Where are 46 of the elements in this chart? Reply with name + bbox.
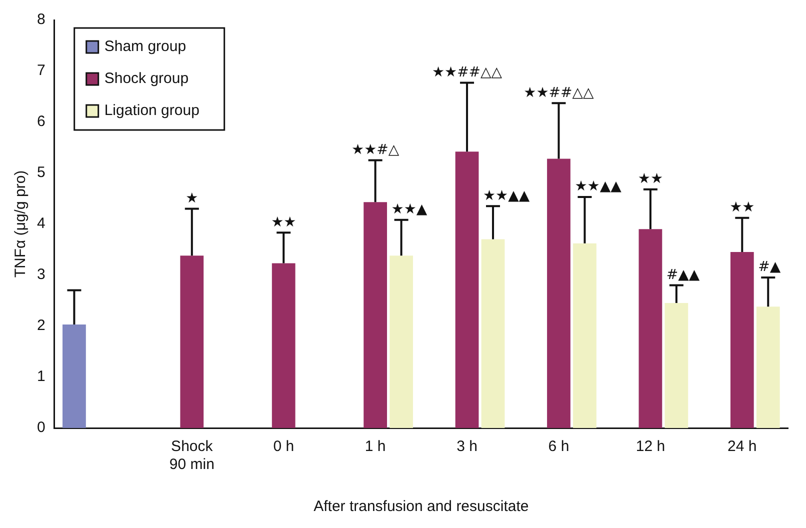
bar [481, 239, 505, 428]
x-tick-label: 24 h [728, 438, 757, 456]
legend-label: Shock group [104, 70, 189, 88]
annotation: ★★▲ [391, 202, 428, 218]
bar [638, 229, 662, 428]
x-tick-label: 12 h [636, 438, 666, 456]
y-tick-label: 5 [37, 164, 46, 182]
bar [364, 202, 388, 428]
y-tick-label: 8 [37, 11, 46, 28]
y-tick-label: 7 [37, 62, 46, 80]
bar [756, 306, 780, 428]
y-tick-label: 6 [37, 113, 46, 130]
annotation: ★★ [638, 170, 663, 187]
x-tick-label: 0 h [273, 438, 294, 456]
bar [455, 152, 479, 428]
bar [272, 263, 296, 428]
annotation: ★★#△ [352, 142, 400, 158]
annotation: #▲▲ [666, 266, 700, 283]
x-axis-title: After transfusion and resuscitate [314, 498, 529, 516]
bar [390, 256, 413, 428]
bar [573, 243, 596, 428]
annotation: ★★ [730, 200, 755, 216]
annotation: ★ [186, 190, 198, 206]
x-tick-label: Shock 90 min [169, 438, 214, 474]
y-tick-label: 4 [37, 215, 46, 232]
annotation: ★★ [271, 214, 296, 230]
y-tick-label: 2 [37, 317, 46, 334]
y-axis-title: TNFα (μg/g pro) [12, 170, 30, 278]
annotation: #▲ [758, 259, 781, 276]
x-tick-label: 1 h [364, 438, 386, 456]
bar [180, 256, 204, 428]
bar [664, 303, 688, 428]
annotation: ★★▲▲ [574, 178, 622, 195]
bar [730, 252, 754, 428]
legend-label: Ligation group [104, 102, 200, 120]
bar [547, 158, 570, 428]
y-tick-label: 0 [37, 419, 46, 436]
y-tick-label: 1 [37, 368, 46, 386]
legend-label: Sham group [104, 38, 186, 56]
y-tick-label: 3 [37, 266, 46, 284]
bar [62, 324, 86, 428]
x-tick-label: 6 h [548, 438, 570, 456]
annotation: ★★##△△ [432, 64, 502, 80]
annotation: ★★##△△ [524, 84, 594, 101]
annotation: ★★▲▲ [483, 188, 530, 204]
x-tick-label: 3 h [456, 438, 478, 456]
